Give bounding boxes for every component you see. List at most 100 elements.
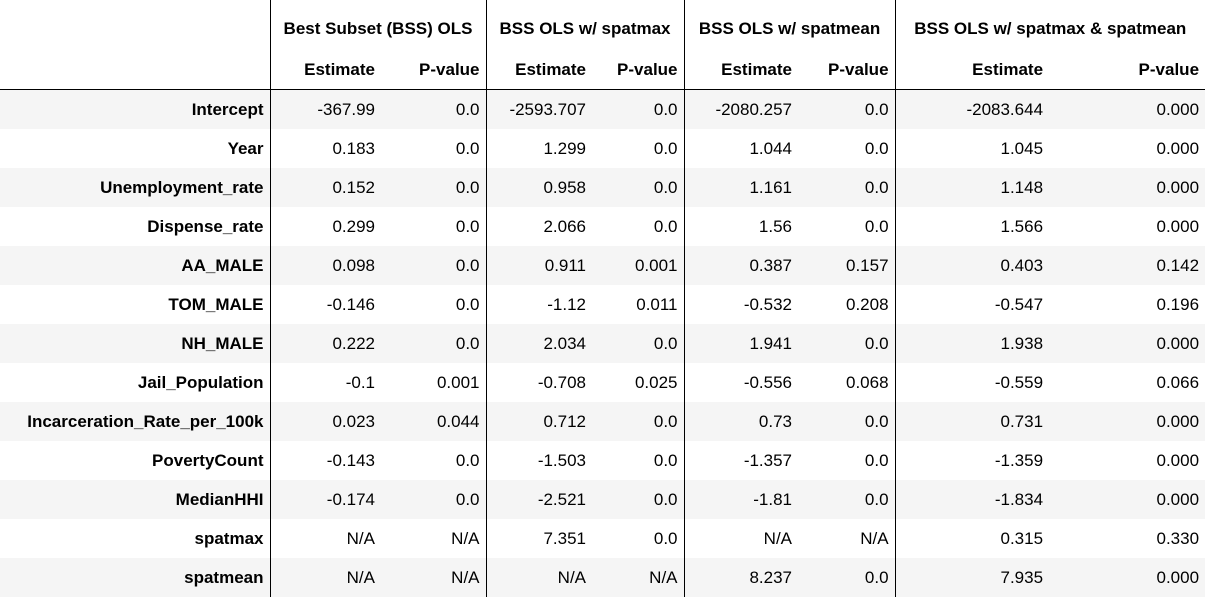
column-header: P-value xyxy=(592,50,685,90)
row-label: Dispense_rate xyxy=(147,216,264,236)
estimate-cell: -2593.707 xyxy=(485,89,593,129)
estimate-cell: N/A xyxy=(485,557,593,597)
p-value-cell: N/A xyxy=(860,528,889,548)
p-value-cell: 0.0 xyxy=(653,528,678,548)
p-value-cell: 0.196 xyxy=(1156,294,1200,314)
estimate-cell: -0.1 xyxy=(269,362,381,402)
estimate-cell: 0.387 xyxy=(683,245,799,285)
estimate-cell: -367.99 xyxy=(269,89,381,129)
column-header: P-value xyxy=(381,50,487,90)
p-value-cell: 0.001 xyxy=(436,372,480,392)
p-value-cell: 0.0 xyxy=(864,411,889,431)
p-value-cell: 0.0 xyxy=(864,333,889,353)
table-row: AA_MALE 0.098 0.0 0.911 0.001 0.387 0.157 0.403… xyxy=(0,245,1206,285)
column-header: Estimate xyxy=(485,50,593,90)
corner-cell xyxy=(0,50,270,90)
estimate-cell: 2.066 xyxy=(485,206,593,246)
table-row: spatmean N/A N/A N/A N/A 8.237 0.0 7.935 0.000 xyxy=(0,557,1206,597)
estimate-cell: 1.148 xyxy=(894,167,1050,207)
estimate-cell: -2.521 xyxy=(485,479,593,519)
row-label: spatmax xyxy=(194,528,264,548)
p-value-cell: 0.0 xyxy=(455,138,480,158)
p-value-cell: 0.0 xyxy=(653,333,678,353)
p-value-cell: 0.0 xyxy=(653,99,678,119)
p-value-cell: 0.0 xyxy=(455,333,480,353)
row-label: NH_MALE xyxy=(181,333,264,353)
p-value-cell: N/A xyxy=(451,567,480,587)
estimate-cell: 0.731 xyxy=(894,401,1050,441)
p-value-cell: 0.0 xyxy=(455,489,480,509)
row-label: Incarceration_Rate_per_100k xyxy=(27,411,264,431)
p-value-cell: 0.000 xyxy=(1156,99,1200,119)
estimate-cell: -0.559 xyxy=(894,362,1050,402)
p-value-cell: 0.066 xyxy=(1156,372,1200,392)
estimate-cell: 1.938 xyxy=(894,323,1050,363)
group-header-bss-spatmax-spatmean: BSS OLS w/ spatmax & spatmean xyxy=(894,0,1206,50)
estimate-cell: 8.237 xyxy=(683,557,799,597)
estimate-cell: 0.098 xyxy=(269,245,381,285)
p-value-cell: 0.001 xyxy=(634,255,678,275)
column-header: P-value xyxy=(1049,50,1206,90)
estimate-cell: -0.174 xyxy=(269,479,381,519)
estimate-cell: -0.143 xyxy=(269,440,381,480)
p-value-cell: 0.000 xyxy=(1156,177,1200,197)
p-value-cell: 0.0 xyxy=(864,489,889,509)
estimate-cell: -2083.644 xyxy=(894,89,1050,129)
p-value-cell: 0.000 xyxy=(1156,489,1200,509)
p-value-cell: 0.044 xyxy=(436,411,480,431)
row-label: Unemployment_rate xyxy=(100,177,264,197)
p-value-cell: 0.0 xyxy=(653,450,678,470)
estimate-cell: 1.045 xyxy=(894,128,1050,168)
table-row: Year 0.183 0.0 1.299 0.0 1.044 0.0 1.045 0.000 xyxy=(0,128,1205,168)
p-value-cell: 0.0 xyxy=(864,567,889,587)
table-row: spatmax N/A N/A 7.351 0.0 N/A N/A 0.315 0.330 xyxy=(0,518,1205,558)
estimate-cell: 0.299 xyxy=(269,206,381,246)
row-label: Jail_Population xyxy=(137,372,264,392)
estimate-cell: -1.503 xyxy=(485,440,593,480)
estimate-cell: -1.81 xyxy=(683,479,799,519)
column-header: Estimate xyxy=(269,50,381,90)
p-value-cell: 0.000 xyxy=(1156,450,1200,470)
table-row: Jail_Population -0.1 0.001 -0.708 0.025 -0.55… xyxy=(0,362,1205,402)
table-row: TOM_MALE -0.146 0.0 -1.12 0.011 -0.532 0.208 -0… xyxy=(0,284,1205,324)
p-value-cell: 0.0 xyxy=(653,411,678,431)
estimate-cell: 0.023 xyxy=(269,401,381,441)
p-value-cell: 0.000 xyxy=(1156,411,1200,431)
estimate-cell: -1.12 xyxy=(485,284,593,324)
sub-header-row: Estimate P-value Estimate P-value Estima… xyxy=(0,50,1206,90)
row-label: MedianHHI xyxy=(175,489,264,509)
estimate-cell: 0.73 xyxy=(683,401,799,441)
estimate-cell: 0.152 xyxy=(269,167,381,207)
estimate-cell: 1.941 xyxy=(683,323,799,363)
p-value-cell: 0.0 xyxy=(653,489,678,509)
estimate-cell: 2.034 xyxy=(485,323,593,363)
p-value-cell: 0.330 xyxy=(1156,528,1200,548)
p-value-cell: 0.0 xyxy=(455,99,480,119)
estimate-cell: -0.532 xyxy=(683,284,799,324)
estimate-cell: 0.183 xyxy=(269,128,381,168)
group-header-bss-spatmean: BSS OLS w/ spatmean xyxy=(683,0,896,50)
p-value-cell: 0.0 xyxy=(864,99,889,119)
p-value-cell: 0.000 xyxy=(1156,216,1200,236)
p-value-cell: 0.0 xyxy=(455,255,480,275)
table-row: Dispense_rate 0.299 0.0 2.066 0.0 1.56 0.0 1.56… xyxy=(0,206,1205,246)
p-value-cell: 0.0 xyxy=(455,450,480,470)
p-value-cell: 0.000 xyxy=(1156,333,1200,353)
estimate-cell: -0.547 xyxy=(894,284,1050,324)
estimate-cell: -1.359 xyxy=(894,440,1050,480)
row-label: TOM_MALE xyxy=(168,294,264,314)
table-body: Intercept -367.99 0.0 -2593.707 0.0 -2080.257… xyxy=(0,89,1206,597)
estimate-cell: 7.935 xyxy=(894,557,1050,597)
estimate-cell: 1.299 xyxy=(485,128,593,168)
estimate-cell: 0.712 xyxy=(485,401,593,441)
table-row: MedianHHI -0.174 0.0 -2.521 0.0 -1.81 0.0 -1.83… xyxy=(0,479,1206,519)
estimate-cell: -0.146 xyxy=(269,284,381,324)
p-value-cell: N/A xyxy=(649,567,678,587)
estimate-cell: -1.357 xyxy=(683,440,799,480)
p-value-cell: 0.0 xyxy=(455,177,480,197)
table-row: Incarceration_Rate_per_100k 0.023 0.044 0.7… xyxy=(0,401,1206,441)
estimate-cell: N/A xyxy=(683,518,799,558)
p-value-cell: 0.0 xyxy=(864,138,889,158)
estimate-cell: N/A xyxy=(269,557,381,597)
